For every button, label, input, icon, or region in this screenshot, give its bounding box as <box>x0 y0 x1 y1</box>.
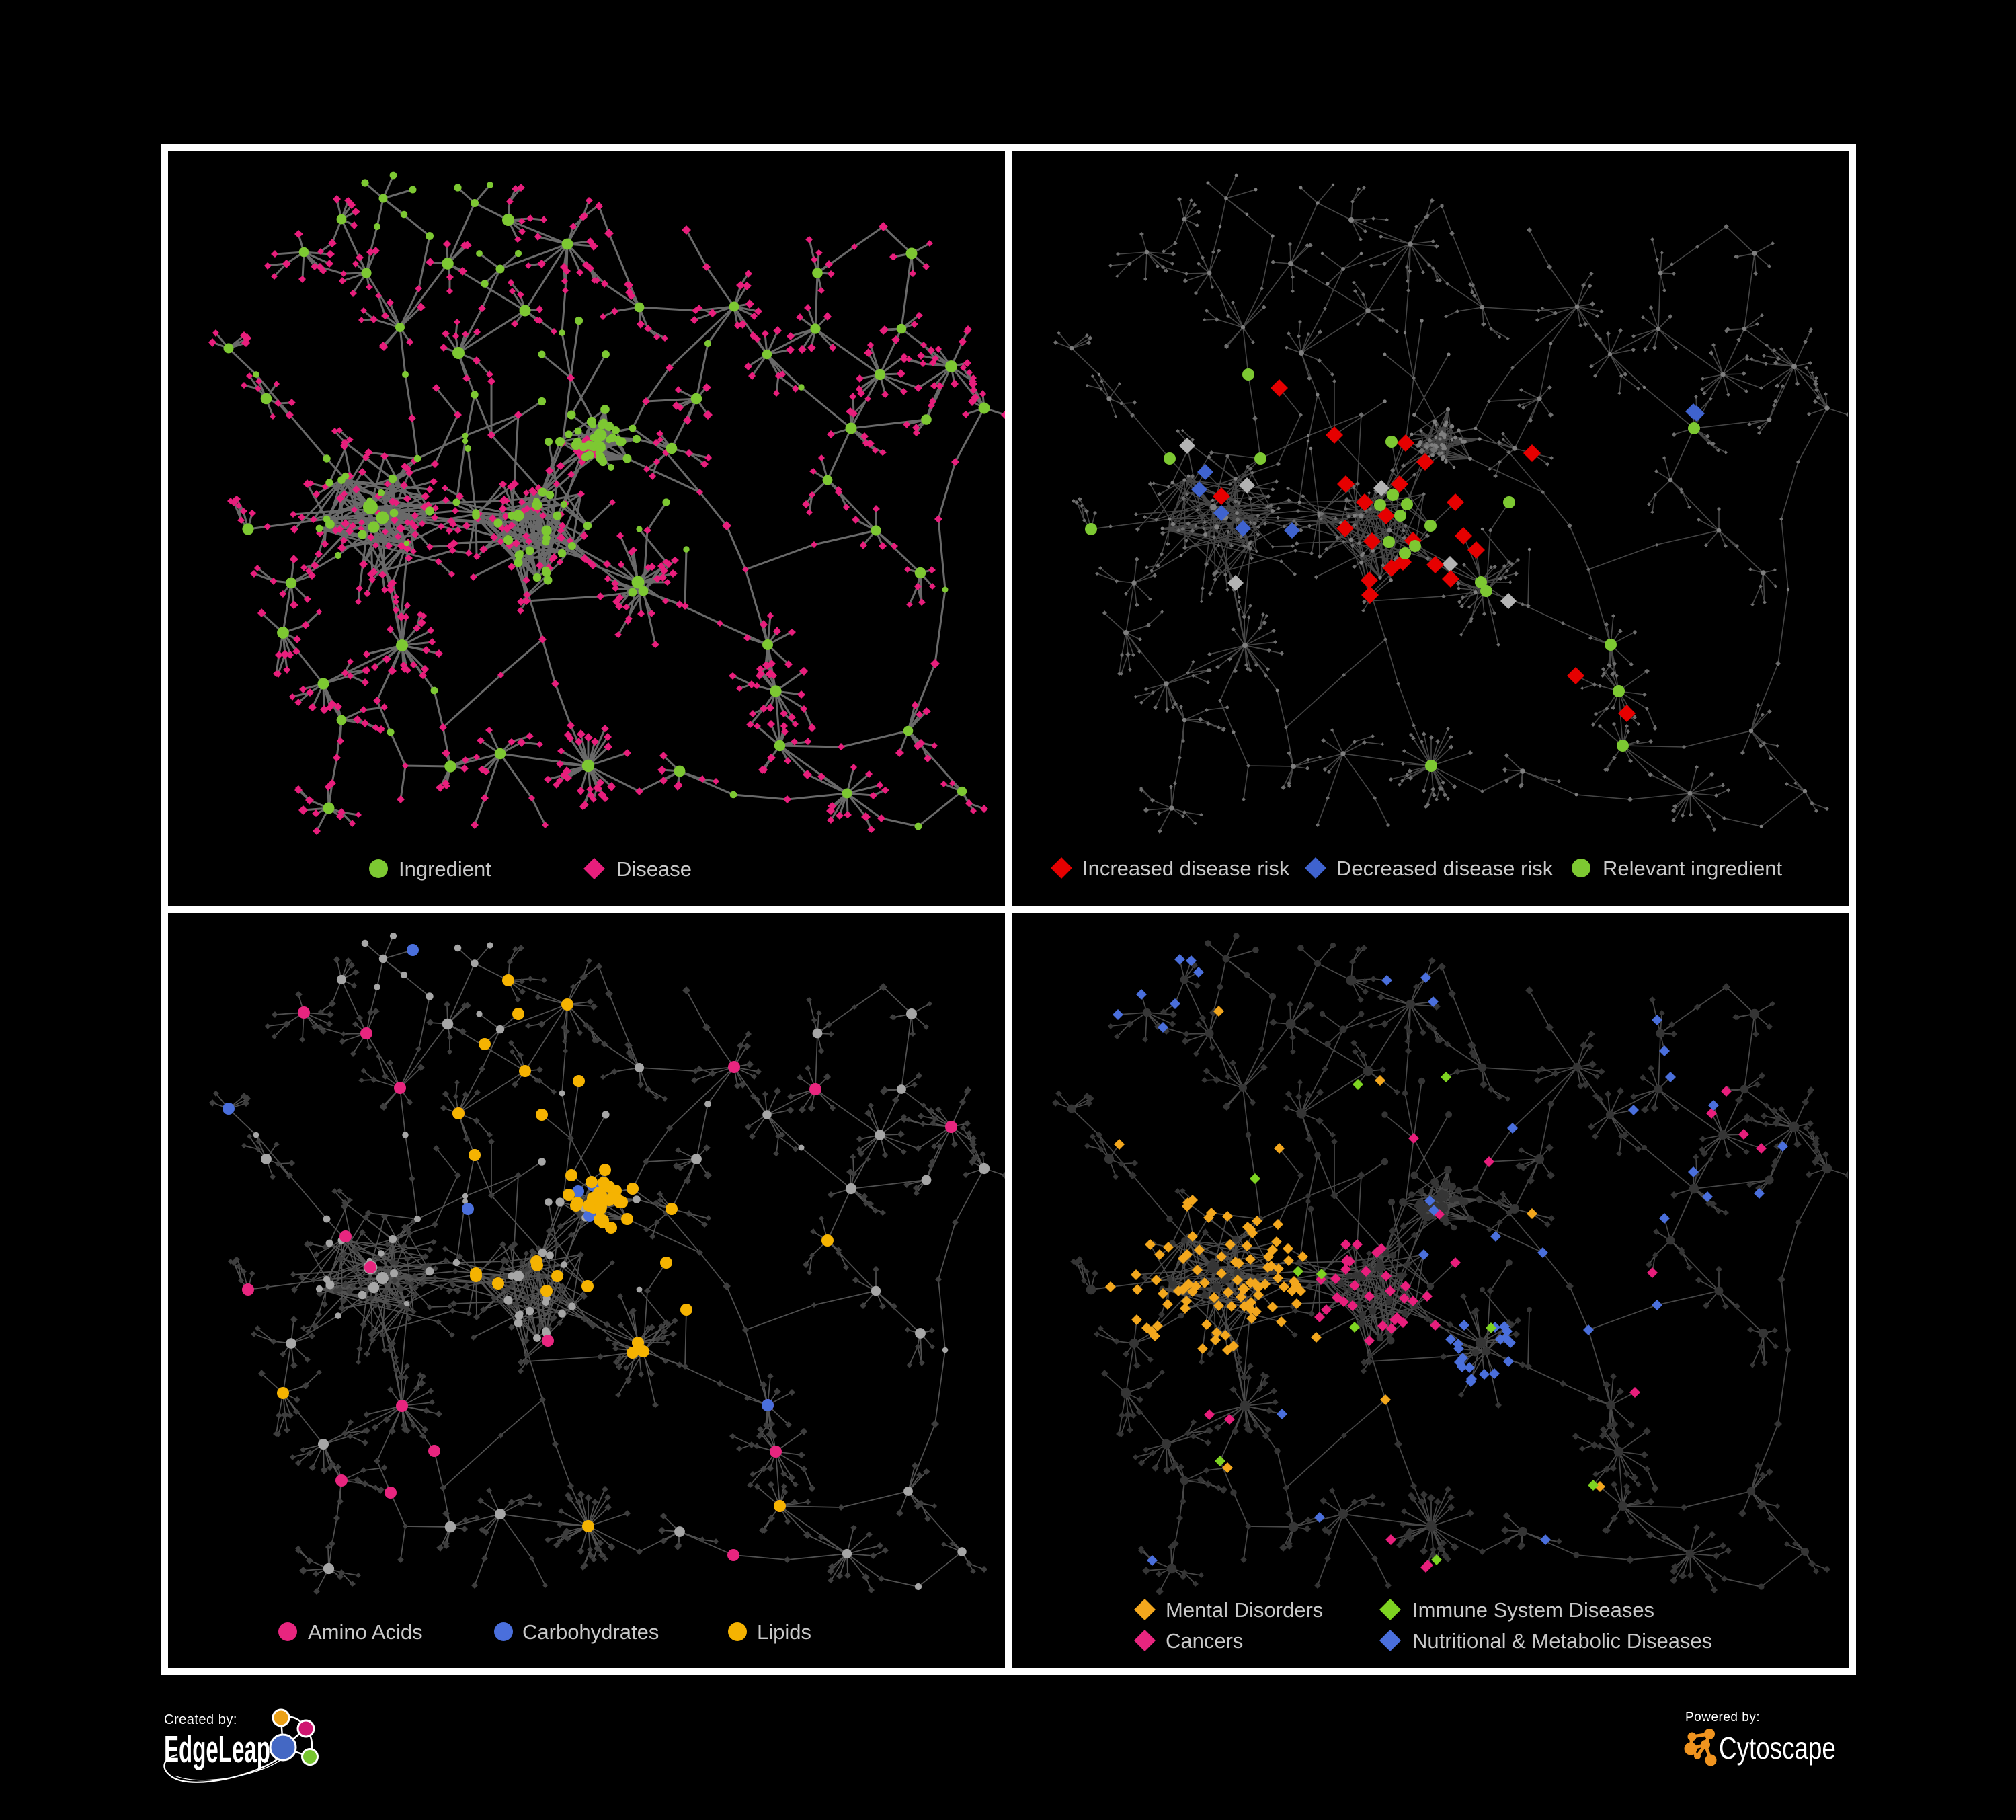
svg-text:Mental Disorders: Mental Disorders <box>1166 1598 1323 1622</box>
svg-text:EdgeLeap: EdgeLeap <box>164 1728 270 1771</box>
svg-text:Carbohydrates: Carbohydrates <box>522 1620 659 1644</box>
svg-text:Nutritional & Metabolic Diseas: Nutritional & Metabolic Diseases <box>1412 1629 1712 1653</box>
svg-text:Immune System Diseases: Immune System Diseases <box>1412 1598 1654 1622</box>
svg-text:Increased disease risk: Increased disease risk <box>1082 857 1290 880</box>
svg-text:Ingredient: Ingredient <box>399 857 491 881</box>
svg-text:Amino Acids: Amino Acids <box>308 1620 423 1644</box>
svg-text:Disease: Disease <box>616 857 692 881</box>
svg-text:Decreased disease risk: Decreased disease risk <box>1336 857 1554 880</box>
svg-text:Cancers: Cancers <box>1166 1629 1243 1653</box>
svg-text:Lipids: Lipids <box>757 1620 811 1644</box>
svg-text:Relevant ingredient: Relevant ingredient <box>1603 857 1783 880</box>
